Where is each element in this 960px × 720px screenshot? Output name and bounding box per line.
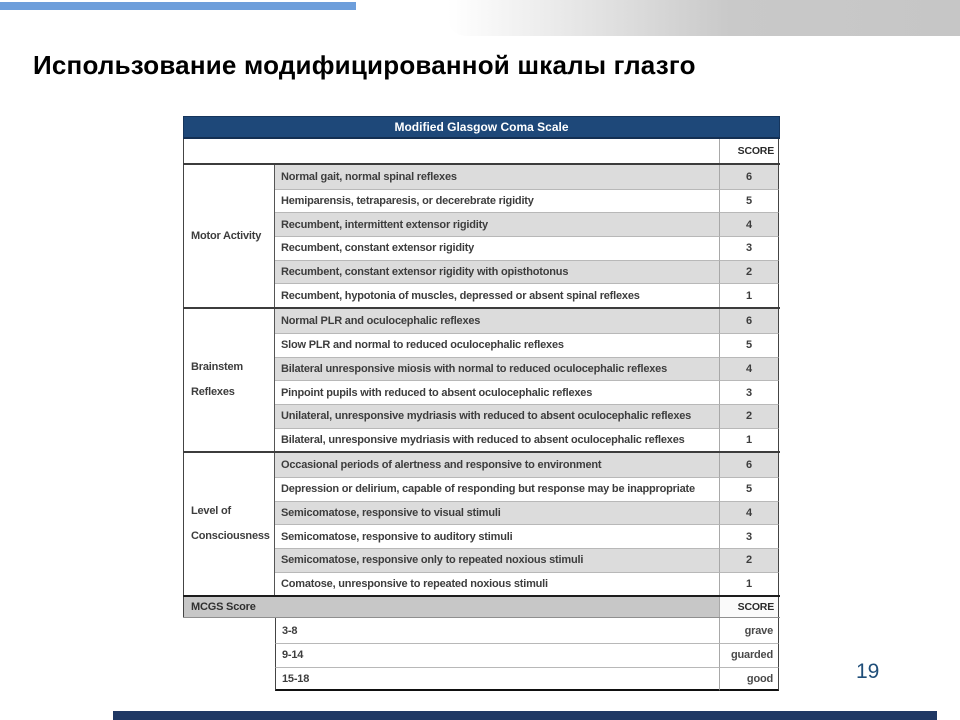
scale-row-score: 1 bbox=[719, 283, 779, 308]
scale-row-description: Bilateral unresponsive miosis with norma… bbox=[275, 356, 719, 381]
scale-row-score: 1 bbox=[719, 571, 779, 596]
score-column-header: SCORE bbox=[719, 139, 779, 163]
section-motor-activity: Motor Activity Normal gait, normal spina… bbox=[183, 163, 780, 308]
section-brainstem-reflexes: Brainstem Reflexes Normal PLR and oculoc… bbox=[183, 307, 780, 452]
summary-spacer bbox=[183, 643, 275, 667]
top-gradient-bar bbox=[448, 0, 960, 36]
scale-row-description: Recumbent, intermittent extensor rigidit… bbox=[275, 212, 719, 237]
summary-outcome: grave bbox=[719, 618, 779, 643]
mcgs-score-column-header: SCORE bbox=[719, 597, 779, 618]
scale-row-score: 4 bbox=[719, 212, 779, 237]
page-number: 19 bbox=[856, 660, 880, 683]
scale-row-description: Recumbent, constant extensor rigidity bbox=[275, 236, 719, 260]
section-level-of-consciousness: Level of Consciousness Occasional period… bbox=[183, 451, 780, 596]
scale-row-score: 5 bbox=[719, 188, 779, 213]
scale-row-score: 6 bbox=[719, 453, 779, 477]
scale-row-score: 4 bbox=[719, 356, 779, 381]
summary-spacer bbox=[183, 618, 275, 642]
scale-row-score: 3 bbox=[719, 236, 779, 260]
table-title-bar: Modified Glasgow Coma Scale bbox=[183, 116, 780, 139]
scale-row-score: 2 bbox=[719, 548, 779, 572]
summary-range: 3-8 bbox=[275, 618, 719, 643]
category-level-of-consciousness: Level of Consciousness bbox=[183, 453, 275, 596]
scale-row-score: 4 bbox=[719, 500, 779, 525]
score-header-row: SCORE bbox=[183, 139, 780, 163]
scale-row-description: Occasional periods of alertness and resp… bbox=[275, 453, 719, 477]
scale-row-description: Pinpoint pupils with reduced to absent o… bbox=[275, 380, 719, 404]
scale-row-description: Normal PLR and oculocephalic reflexes bbox=[275, 309, 719, 333]
scale-row-score: 5 bbox=[719, 332, 779, 357]
top-accent-bar bbox=[0, 2, 356, 10]
scale-row-description: Semicomatose, responsive to auditory sti… bbox=[275, 524, 719, 548]
summary-range: 9-14 bbox=[275, 642, 719, 667]
mcgs-score-label: MCGS Score bbox=[183, 597, 719, 618]
scale-row-description: Bilateral, unresponsive mydriasis with r… bbox=[275, 427, 719, 452]
score-header-spacer bbox=[183, 139, 719, 163]
scale-row-score: 6 bbox=[719, 165, 779, 189]
mcgs-summary-rows: 3-8 grave 9-14 guarded 15-18 good bbox=[183, 618, 780, 692]
category-motor-activity: Motor Activity bbox=[183, 165, 275, 308]
scale-row-score: 3 bbox=[719, 524, 779, 548]
scale-row-description: Normal gait, normal spinal reflexes bbox=[275, 165, 719, 189]
scale-row-score: 2 bbox=[719, 403, 779, 428]
scale-row-description: Unilateral, unresponsive mydriasis with … bbox=[275, 403, 719, 428]
scale-row-score: 5 bbox=[719, 476, 779, 501]
glasgow-coma-scale-table: Modified Glasgow Coma Scale SCORE Motor … bbox=[183, 116, 780, 692]
scale-row-score: 2 bbox=[719, 259, 779, 284]
scale-row-score: 1 bbox=[719, 427, 779, 452]
summary-spacer bbox=[183, 667, 275, 691]
scale-row-score: 6 bbox=[719, 309, 779, 333]
scale-row-score: 3 bbox=[719, 380, 779, 404]
summary-range: 15-18 bbox=[275, 666, 719, 692]
scale-row-description: Recumbent, hypotonia of muscles, depress… bbox=[275, 283, 719, 308]
category-brainstem-reflexes: Brainstem Reflexes bbox=[183, 309, 275, 452]
page-title: Использование модифицированной шкалы гла… bbox=[33, 50, 696, 80]
scale-row-description: Semicomatose, responsive to visual stimu… bbox=[275, 500, 719, 525]
scale-row-description: Comatose, unresponsive to repeated noxio… bbox=[275, 571, 719, 596]
scale-row-description: Hemiparensis, tetraparesis, or decerebra… bbox=[275, 188, 719, 213]
summary-outcome: good bbox=[719, 666, 779, 692]
scale-row-description: Slow PLR and normal to reduced oculoceph… bbox=[275, 332, 719, 357]
scale-row-description: Depression or delirium, capable of respo… bbox=[275, 476, 719, 501]
scale-row-description: Semicomatose, responsive only to repeate… bbox=[275, 548, 719, 572]
summary-outcome: guarded bbox=[719, 642, 779, 667]
footer-accent-bar bbox=[113, 711, 937, 720]
mcgs-score-header-row: MCGS Score SCORE bbox=[183, 595, 780, 619]
scale-row-description: Recumbent, constant extensor rigidity wi… bbox=[275, 259, 719, 284]
